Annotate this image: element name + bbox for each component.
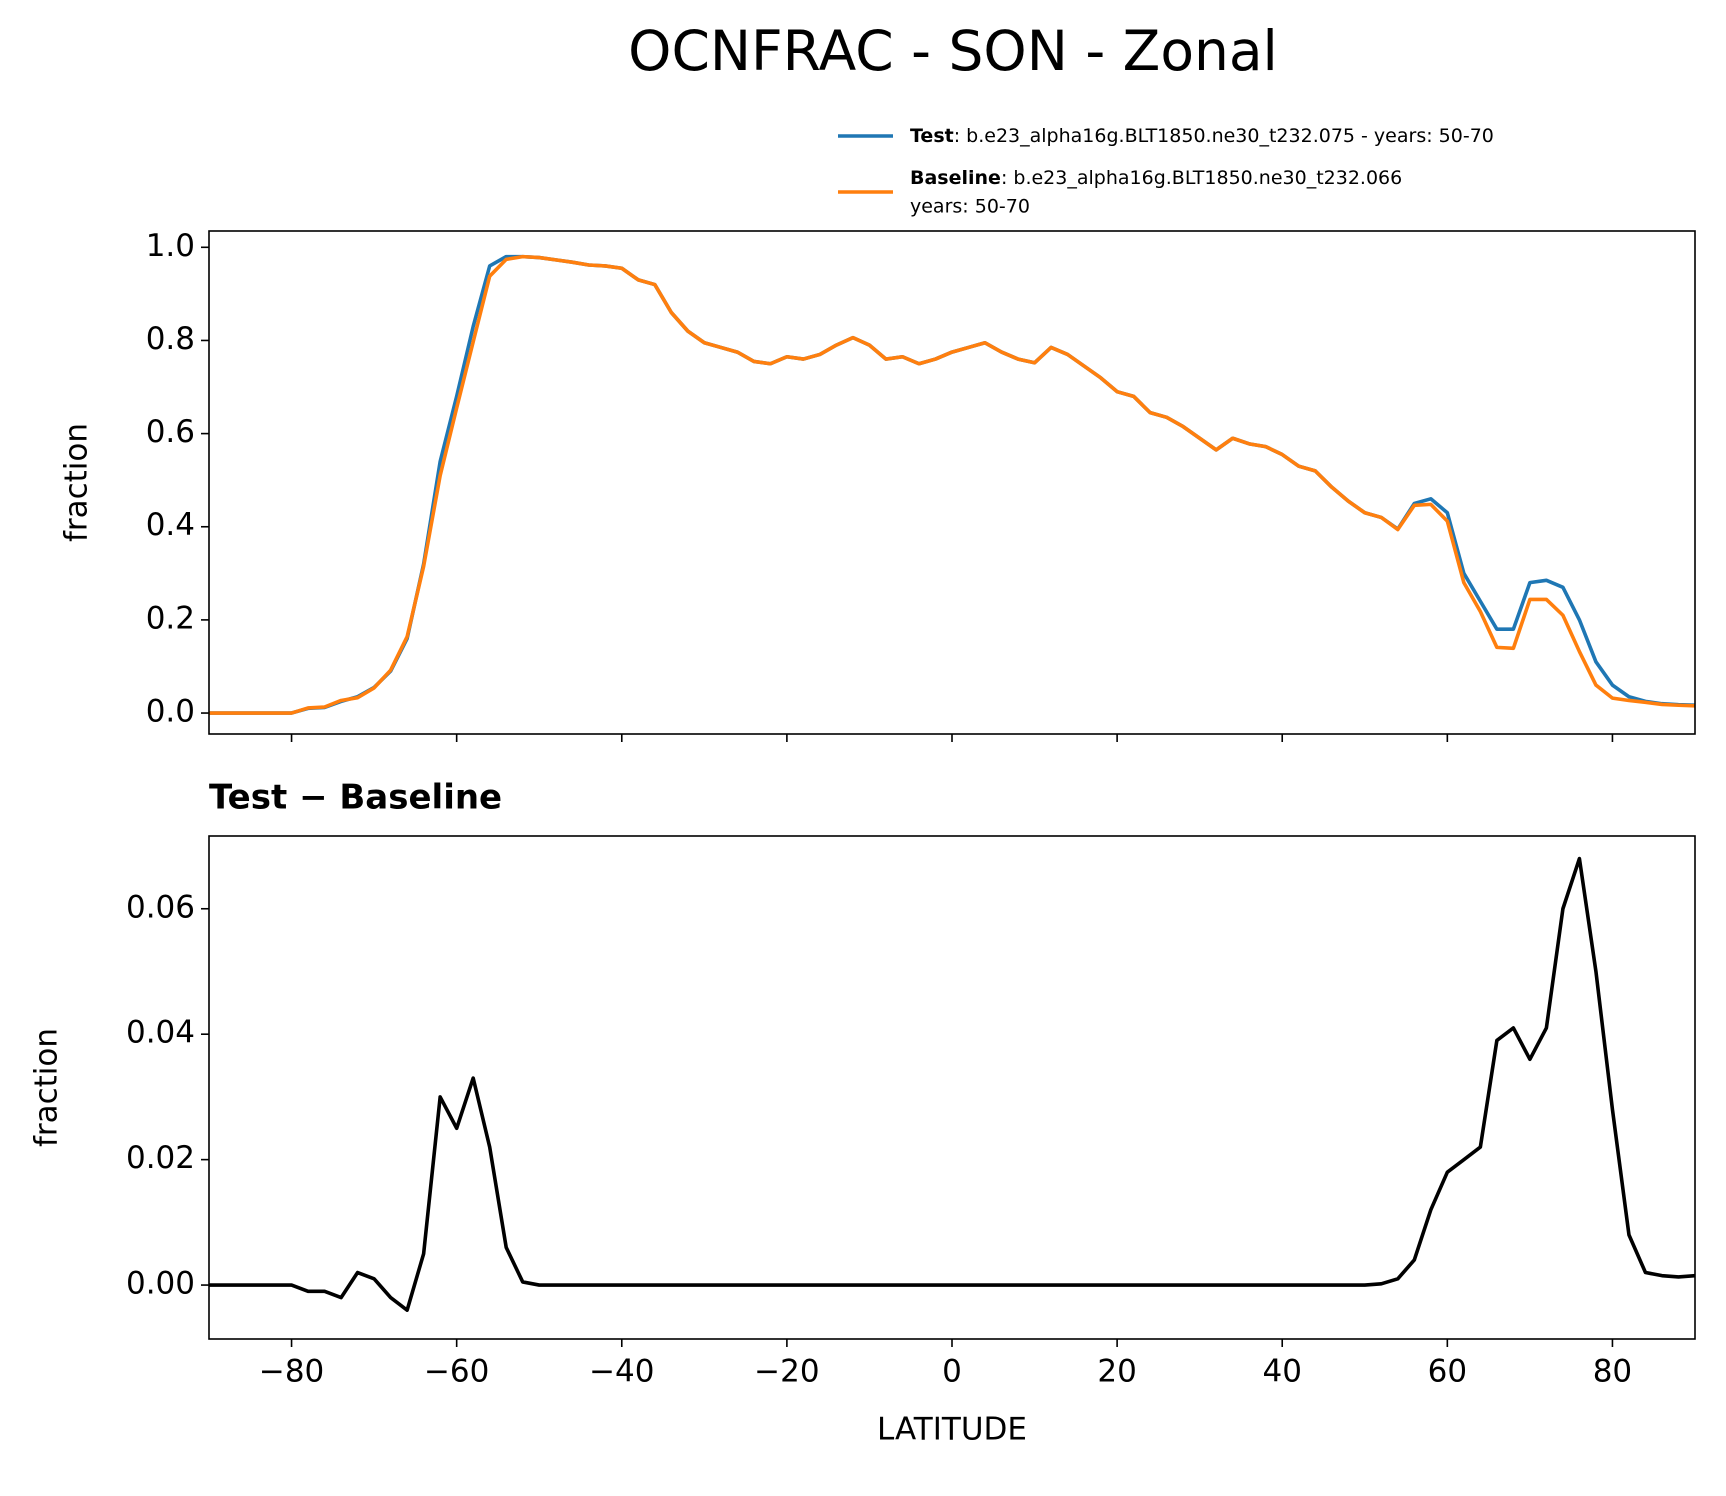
series-line — [209, 254, 1695, 715]
y-tick-label: 0.2 — [146, 600, 195, 636]
x-tick-label: −40 — [589, 1354, 654, 1390]
x-tick-label: 0 — [942, 1354, 962, 1390]
y-tick-label: 0.02 — [126, 1140, 195, 1176]
y-tick-label: 0.4 — [146, 507, 195, 543]
x-tick-label: −80 — [259, 1354, 324, 1390]
y-tick-label: 1.0 — [146, 228, 195, 264]
x-axis-label: LATITUDE — [877, 1412, 1027, 1448]
legend-name: Test — [910, 125, 954, 147]
x-tick-label: 40 — [1262, 1354, 1301, 1390]
x-tick-label: 60 — [1428, 1354, 1467, 1390]
y-tick-label: 0.6 — [146, 414, 195, 450]
y-tick-label: 0.00 — [126, 1266, 195, 1302]
y-tick-label: 0.04 — [126, 1015, 195, 1051]
y-axis-label: fraction — [59, 423, 95, 542]
plot-frame — [208, 230, 1696, 735]
series-line — [209, 254, 1695, 715]
legend-entry: Test: b.e23_alpha16g.BLT1850.ne30_t232.0… — [910, 125, 1494, 147]
x-tick-label: 20 — [1097, 1354, 1136, 1390]
x-tick-label: 80 — [1593, 1354, 1632, 1390]
y-tick-label: 0.8 — [146, 321, 195, 357]
x-tick-label: −60 — [424, 1354, 489, 1390]
legend-description: : b.e23_alpha16g.BLT1850.ne30_t232.066 — [1001, 167, 1402, 189]
legend-description: years: 50-70 — [910, 196, 1030, 218]
y-tick-label: 0.0 — [146, 694, 195, 730]
series-line — [209, 856, 1695, 1312]
y-axis-label: fraction — [29, 1028, 65, 1147]
figure-title: OCNFRAC - SON - Zonal — [628, 19, 1278, 83]
subplot-title: Test − Baseline — [209, 778, 502, 818]
legend-description: : b.e23_alpha16g.BLT1850.ne30_t232.075 -… — [954, 125, 1494, 147]
x-tick-label: −20 — [754, 1354, 819, 1390]
legend-name: Baseline — [910, 167, 1001, 189]
y-tick-label: 0.06 — [126, 889, 195, 925]
legend-entry: Baseline: b.e23_alpha16g.BLT1850.ne30_t2… — [910, 167, 1402, 189]
plot-frame — [208, 835, 1696, 1340]
